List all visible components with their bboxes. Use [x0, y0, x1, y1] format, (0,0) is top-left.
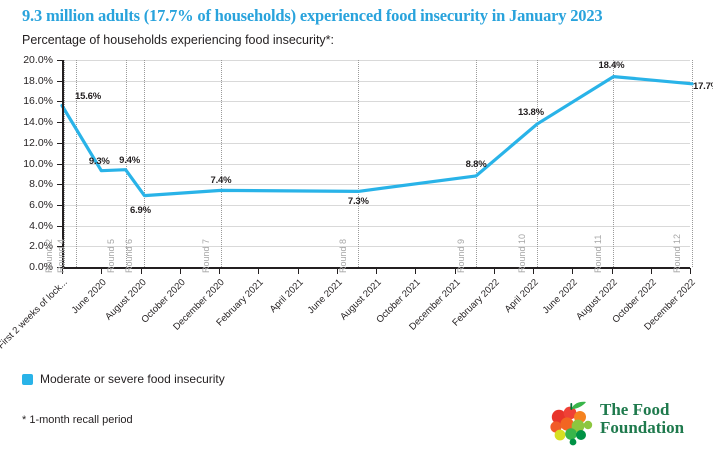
food-foundation-logo: The Food Foundation — [548, 398, 698, 450]
round-marker-line — [76, 60, 78, 267]
round-marker-label: Round 8 — [338, 238, 349, 273]
plot-area: 15.6% 9.3% 9.4% 6.9% 7.4% 7.3% 8.8% 13.8% 18.4% 1… — [60, 59, 713, 268]
round-marker-line — [144, 60, 146, 267]
data-point-label: 8.8% — [465, 158, 487, 170]
round-marker-line — [220, 60, 222, 267]
data-point-label: 13.8% — [517, 107, 544, 119]
round-marker-line — [64, 60, 66, 267]
round-marker-label: Round 4 — [56, 238, 67, 273]
y-axis-line — [62, 60, 64, 268]
x-axis-tick-mark — [219, 268, 221, 274]
data-point-label: 17.7% — [692, 80, 713, 92]
y-axis-tick-mark — [57, 184, 62, 186]
x-axis-tick-mark — [258, 268, 260, 274]
round-marker-label: Round 6 — [124, 238, 135, 273]
x-axis-tick-mark — [297, 268, 299, 274]
y-axis-tick-label: 20.0% — [23, 54, 53, 66]
y-axis-tick-label: 4.0% — [29, 219, 53, 232]
x-axis-tick-mark — [376, 268, 378, 274]
y-axis-tick-label: 10.0% — [23, 157, 53, 170]
gridline — [62, 184, 690, 186]
y-axis-tick-label: 0.0% — [29, 261, 53, 273]
logo-line-1: The Food — [600, 400, 670, 419]
y-axis-tick-label: 16.0% — [23, 95, 53, 108]
y-axis-tick-mark — [57, 225, 62, 227]
round-marker-line — [691, 60, 693, 267]
round-marker-line — [476, 60, 478, 267]
gridline — [62, 246, 690, 248]
round-marker-line — [613, 60, 615, 267]
series-line-moderate-or-severe-food-insecurity — [60, 75, 694, 198]
data-point-label: 9.4% — [119, 154, 141, 166]
round-marker-label: Round 12 — [671, 233, 682, 273]
y-axis-tick-mark — [57, 122, 62, 124]
x-axis-tick-mark — [533, 268, 535, 274]
x-axis-tick-mark — [650, 268, 652, 274]
gridline — [62, 60, 690, 61]
gridline — [62, 225, 690, 227]
x-axis-tick-mark — [140, 268, 142, 274]
data-point-label: 18.4% — [598, 59, 625, 71]
x-axis-tick-mark — [690, 268, 692, 274]
x-axis-tick-mark — [336, 268, 338, 274]
x-axis-tick-mark — [101, 268, 103, 274]
line-chart: 15.6% 9.3% 9.4% 6.9% 7.4% 7.3% 8.8% 13.8% 18.4% 1… — [0, 52, 713, 282]
gridline — [62, 122, 690, 124]
y-axis-tick-mark — [57, 246, 62, 248]
gridline — [62, 101, 690, 103]
data-point-label: 6.9% — [129, 204, 151, 216]
round-marker-label: Round 7 — [200, 238, 211, 273]
round-marker-line — [125, 60, 127, 267]
logo-wordmark: The Food Foundation — [600, 400, 685, 438]
round-marker-label: Round 10 — [516, 233, 527, 273]
y-axis-tick-mark — [57, 267, 62, 268]
round-marker-label: Round 2 — [44, 238, 55, 273]
y-axis-tick-mark — [57, 60, 62, 61]
x-axis-tick-mark — [62, 268, 64, 274]
round-marker-label: Round 5 — [105, 238, 116, 273]
y-axis-tick-mark — [57, 101, 62, 103]
legend-swatch-moderate-or-severe — [22, 373, 33, 385]
data-point-label: 7.3% — [347, 196, 369, 208]
logo-line-2: Foundation — [600, 418, 685, 438]
x-axis-line — [62, 267, 690, 269]
x-axis-tick-mark — [493, 268, 495, 274]
x-axis-tick-mark — [454, 268, 456, 274]
data-point-label: 9.3% — [88, 155, 110, 167]
y-axis-tick-label: 14.0% — [23, 116, 53, 129]
y-axis-tick-label: 6.0% — [29, 198, 53, 211]
x-axis-tick-mark — [611, 268, 613, 274]
legend: Moderate or severe food insecurity — [22, 372, 225, 386]
round-marker-label: Round 9 — [456, 238, 467, 273]
data-point-label: 15.6% — [75, 90, 101, 102]
round-marker-line — [358, 60, 360, 267]
page-title: 9.3 million adults (17.7% of households)… — [22, 6, 603, 25]
round-marker-line — [536, 60, 538, 267]
x-axis-tick-mark — [415, 268, 417, 274]
y-axis-tick-label: 12.0% — [23, 136, 53, 149]
y-axis-tick-mark — [57, 80, 62, 82]
gridline — [62, 163, 690, 165]
y-axis-tick-mark — [57, 163, 62, 165]
footnote: * 1-month recall period — [22, 414, 133, 426]
gridline — [62, 142, 690, 144]
y-axis-tick-label: 8.0% — [29, 178, 53, 191]
y-axis-tick-mark — [57, 142, 62, 144]
gridline — [62, 204, 690, 206]
y-axis-tick-mark — [57, 204, 62, 206]
x-axis-tick-mark — [572, 268, 574, 274]
chart-subtitle: Percentage of households experiencing fo… — [22, 33, 335, 47]
y-axis-tick-label: 2.0% — [29, 240, 53, 253]
gridline — [62, 80, 690, 82]
apple-logo-icon — [550, 401, 593, 446]
x-axis-tick-mark — [179, 268, 181, 274]
data-point-label: 7.4% — [210, 175, 232, 187]
y-axis-tick-label: 18.0% — [23, 74, 53, 87]
legend-label: Moderate or severe food insecurity — [40, 372, 225, 386]
round-marker-label: Round 11 — [593, 234, 604, 273]
